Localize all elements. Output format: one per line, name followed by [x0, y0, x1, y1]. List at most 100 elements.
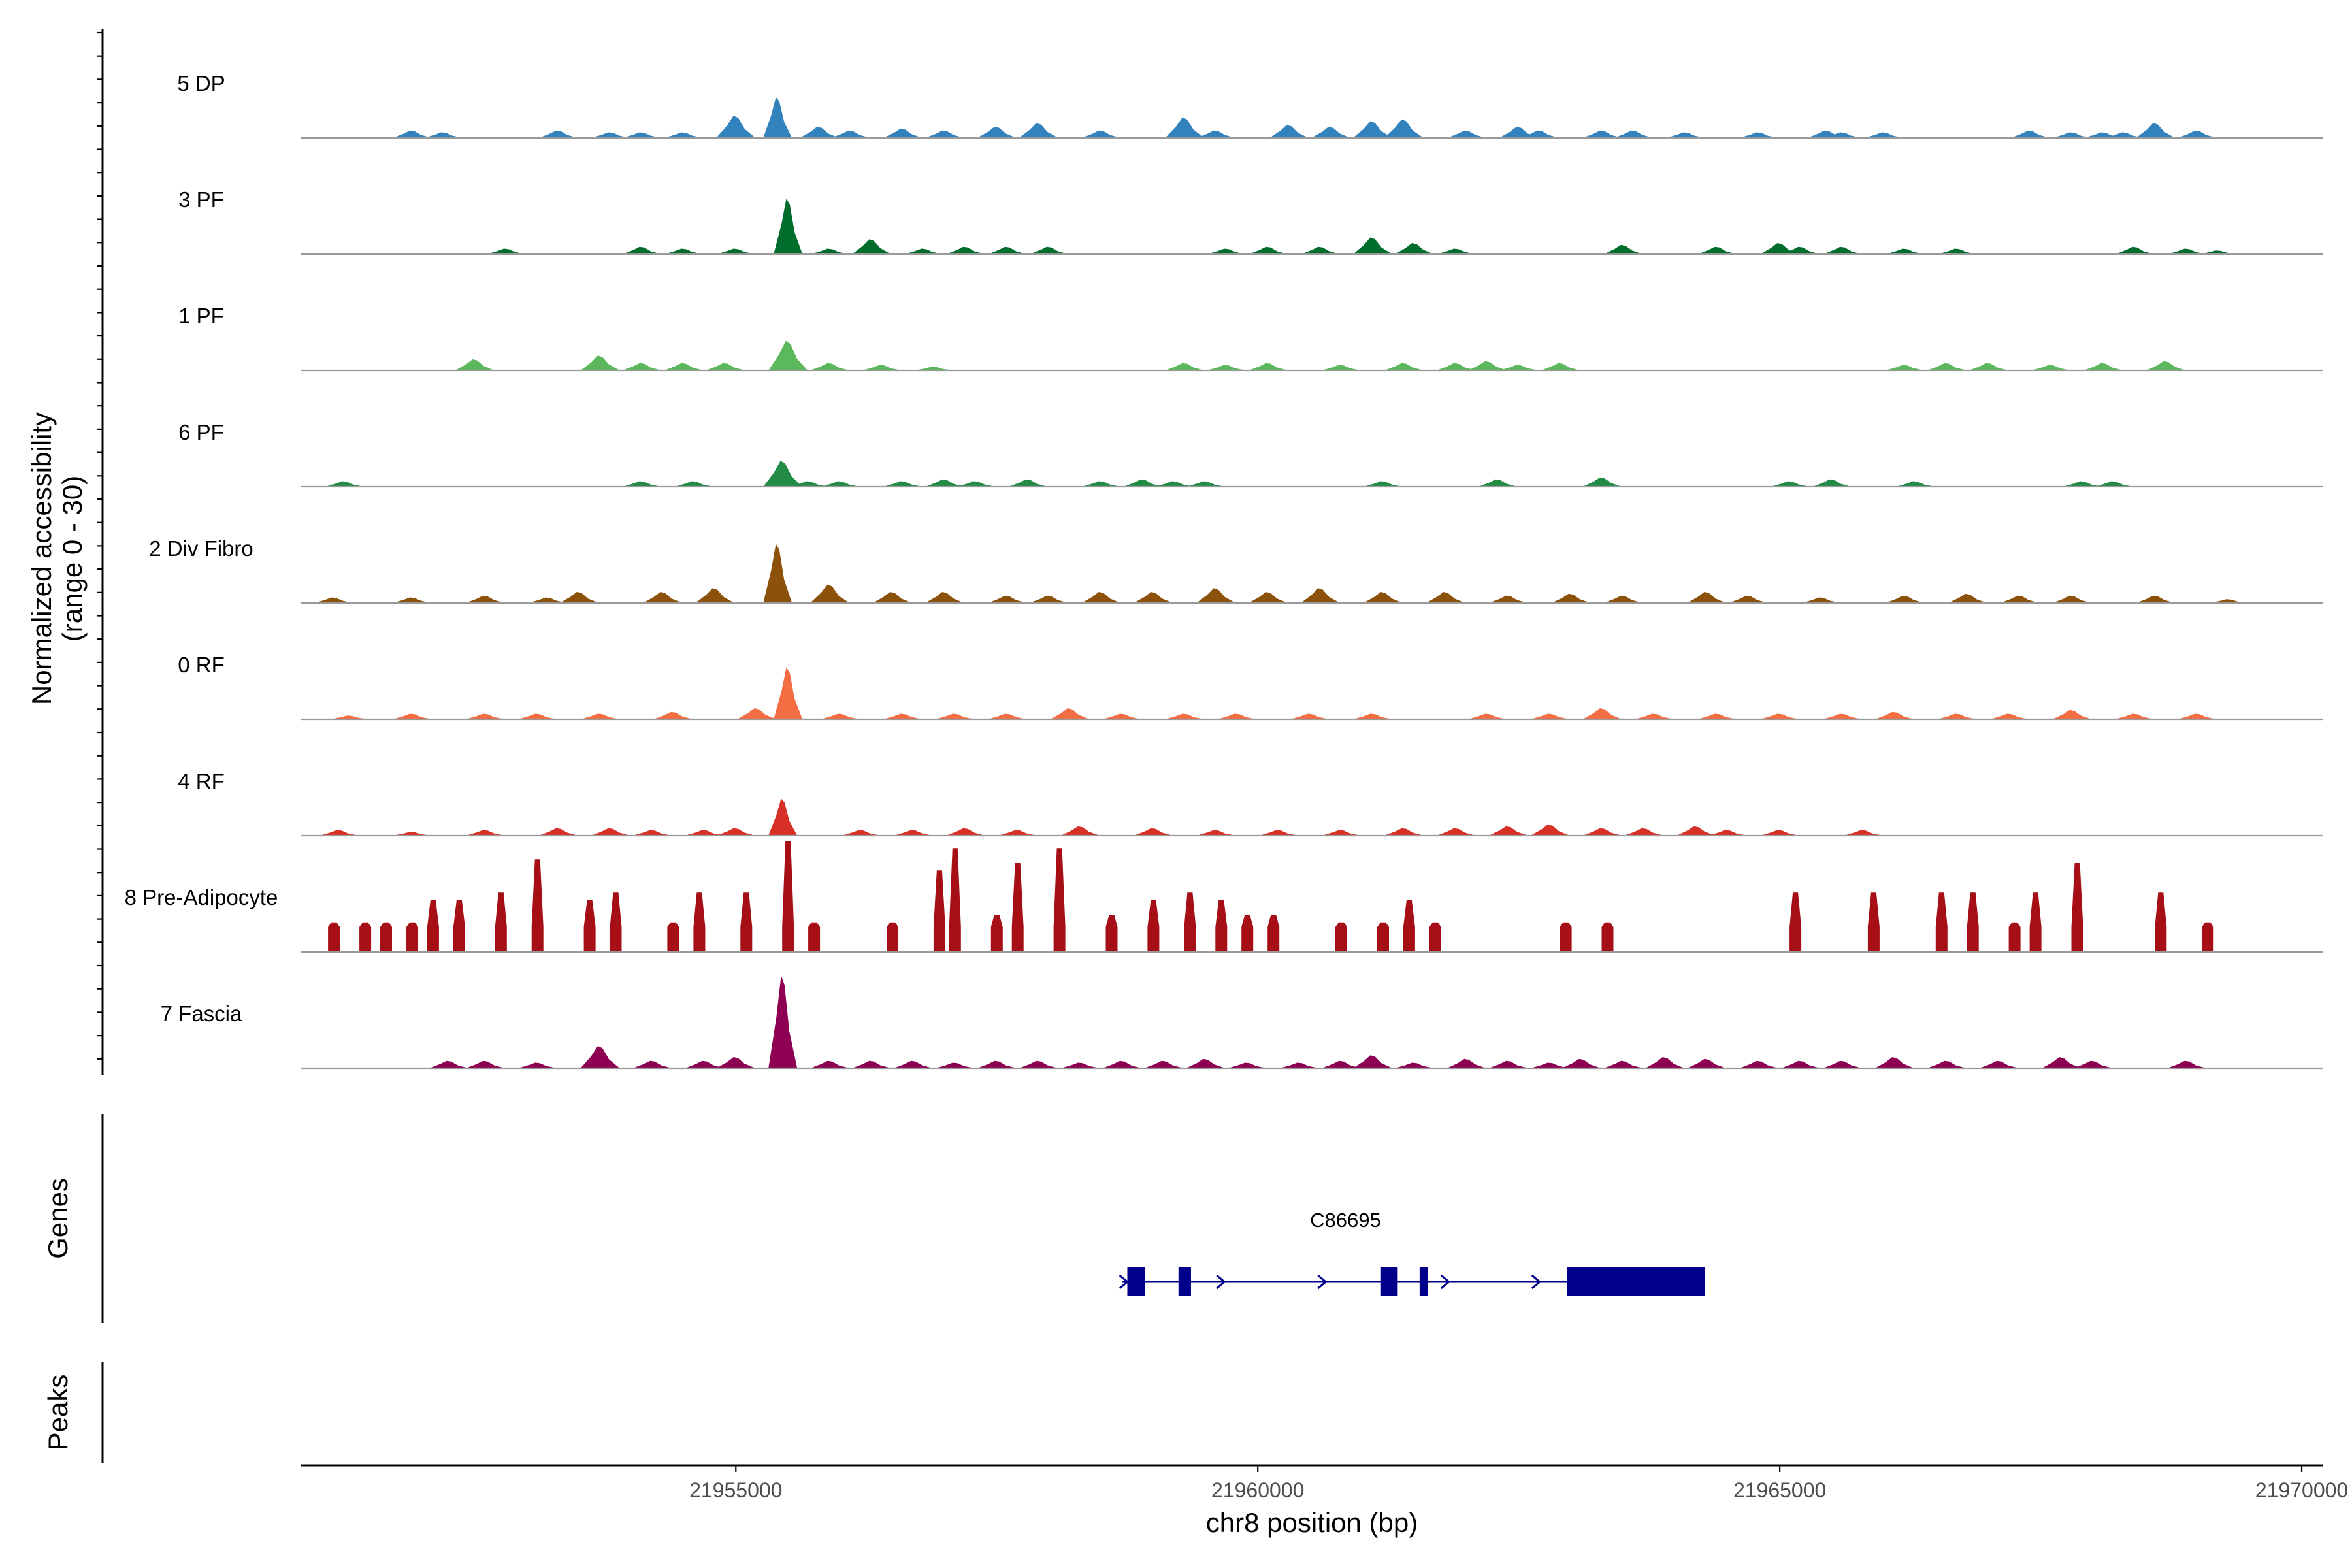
track-label: 4 RF: [178, 769, 225, 793]
coverage-peak: [768, 798, 798, 836]
coverage-peak: [998, 830, 1037, 836]
coverage-peak: [924, 592, 964, 603]
coverage-peak: [1676, 826, 1716, 836]
coverage-peak: [1267, 915, 1280, 952]
track-label: 7 Fascia: [161, 1002, 242, 1026]
coverage-peak: [808, 922, 821, 952]
coverage-peak: [1215, 900, 1228, 952]
coverage-peak: [1196, 830, 1236, 836]
coverage-peak: [740, 892, 753, 952]
coverage-peak: [1781, 1060, 1821, 1068]
coverage-peak: [591, 828, 630, 836]
coverage-peak: [1582, 828, 1622, 836]
coverage-peak: [1927, 363, 1967, 370]
coverage-peak: [1937, 713, 1977, 719]
coverage-peak: [1488, 1060, 1528, 1068]
coverage-peak: [887, 922, 898, 952]
track-label: 6 PF: [178, 420, 224, 444]
genes-panel-label: Genes: [42, 1178, 73, 1259]
coverage-peak: [1207, 365, 1247, 370]
coverage-peak: [1019, 1060, 1058, 1068]
coverage-tracks: 5 DP 3 PF 1 PF 6 PF 2 Div Fibro 0 RF 4 RF 8 Pre…: [125, 71, 2323, 1070]
coverage-peak: [2008, 922, 2021, 952]
coverage-peak: [393, 597, 432, 603]
coverage-peak: [2136, 123, 2176, 138]
coverage-peak: [622, 246, 662, 254]
coverage-peak: [465, 830, 505, 836]
coverage-peak: [716, 828, 756, 836]
coverage-peak: [2167, 248, 2207, 254]
coverage-peak: [935, 1062, 975, 1068]
coverage-peak: [821, 713, 860, 719]
coverage-peak: [1060, 826, 1100, 836]
coverage-peak: [2146, 361, 2186, 370]
coverage-peak: [1165, 713, 1205, 719]
coverage-peak: [1322, 365, 1361, 370]
coverage-peak: [664, 363, 704, 370]
coverage-peak: [1081, 481, 1121, 487]
coverage-peak: [359, 922, 372, 952]
coverage-peak: [1560, 922, 1572, 952]
coverage-peak: [2155, 892, 2167, 952]
coverage-peak: [1968, 363, 2008, 370]
x-tick-label: 21960000: [1211, 1478, 1304, 1502]
coverage-peak: [328, 922, 340, 952]
coverage-peak: [1269, 125, 1309, 138]
track-4-rf: 4 RF: [178, 769, 2323, 837]
coverage-peak: [1364, 592, 1403, 603]
x-axis: 21955000 21960000 21965000 21970000 chr8 po…: [301, 1464, 2348, 1538]
coverage-peak: [1760, 830, 1800, 836]
coverage-peak: [1196, 130, 1236, 138]
coverage-peak: [1488, 826, 1528, 836]
coverage-peak: [1561, 1058, 1601, 1068]
coverage-peak: [1802, 597, 1841, 603]
coverage-peak: [653, 711, 693, 719]
coverage-peak: [2071, 863, 2083, 952]
coverage-peak: [465, 1060, 505, 1068]
x-axis-title: chr8 position (bp): [1206, 1507, 1418, 1538]
coverage-peak: [716, 248, 756, 254]
coverage-peak: [883, 128, 923, 138]
coverage-peak: [2063, 481, 2102, 487]
coverage-peak: [956, 481, 996, 487]
coverage-peak: [1102, 1060, 1142, 1068]
coverage-peak: [2104, 132, 2144, 138]
coverage-peak: [1530, 825, 1570, 836]
coverage-peak: [1867, 892, 1880, 952]
coverage-peak: [883, 713, 923, 719]
coverage-peak: [763, 544, 792, 603]
coverage-peak: [831, 130, 871, 138]
coverage-peak: [1384, 119, 1424, 138]
coverage-peak: [768, 340, 808, 370]
coverage-peak: [695, 588, 735, 603]
track-2-div-fibro: 2 Div Fibro: [149, 536, 2323, 604]
coverage-peak: [1885, 595, 1925, 603]
coverage-peak: [987, 713, 1027, 719]
coverage-peak: [674, 481, 714, 487]
coverage-peak: [924, 479, 964, 487]
coverage-peak: [1551, 593, 1591, 603]
coverage-peak: [763, 97, 792, 138]
coverage-peak: [1102, 713, 1142, 719]
coverage-peak: [1739, 132, 1779, 138]
coverage-peak: [945, 246, 985, 254]
coverage-peak: [2202, 922, 2214, 952]
coverage-peak: [1530, 1062, 1570, 1068]
coverage-peak: [789, 481, 829, 487]
gene-exon: [1380, 1267, 1398, 1296]
coverage-peak: [643, 592, 683, 603]
coverage-y-ticks: [97, 31, 103, 1060]
coverage-peak: [987, 595, 1027, 603]
coverage-peak: [1467, 361, 1507, 370]
coverage-peak: [1060, 1062, 1100, 1068]
x-tick-label: 21970000: [2255, 1478, 2348, 1502]
track-label: 3 PF: [178, 188, 224, 212]
coverage-peak: [1446, 130, 1486, 138]
coverage-peak: [1384, 828, 1424, 836]
coverage-peak: [1874, 711, 1914, 719]
coverage-peak: [393, 130, 432, 138]
coverage-peak: [1322, 1060, 1361, 1068]
coverage-peak: [1666, 132, 1706, 138]
coverage-peak: [987, 246, 1027, 254]
